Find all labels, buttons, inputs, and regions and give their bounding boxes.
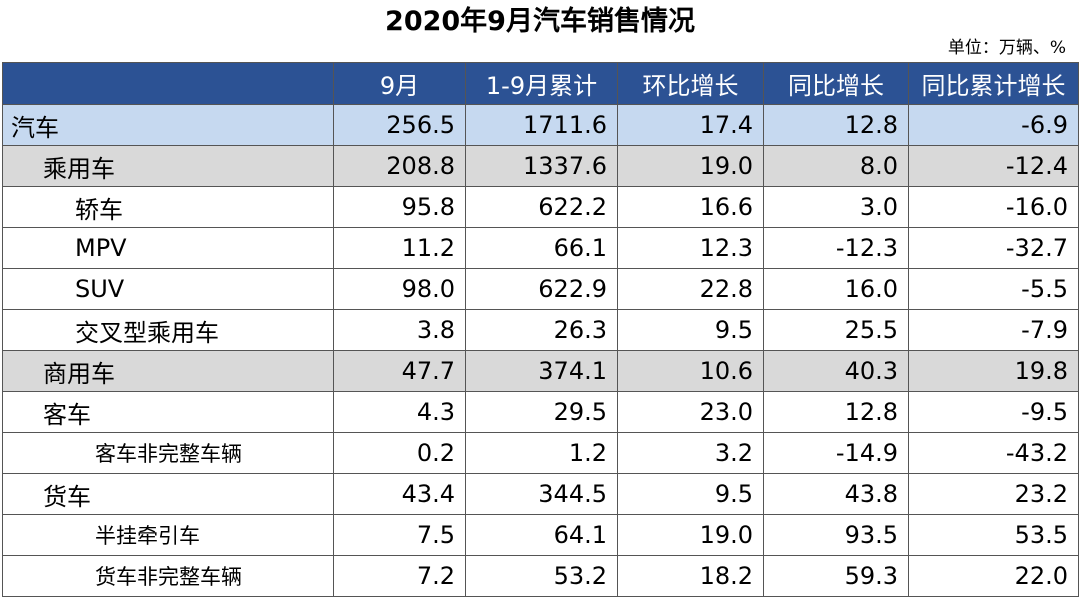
cumulative-value: 622.9 bbox=[465, 268, 618, 310]
yoy-growth-value: 12.8 bbox=[763, 104, 909, 146]
yoy-cumulative-growth-value: -5.5 bbox=[908, 268, 1079, 310]
cumulative-value: 344.5 bbox=[465, 473, 618, 515]
september-value: 43.4 bbox=[333, 473, 466, 515]
september-value: 0.2 bbox=[333, 432, 466, 474]
cumulative-value: 622.2 bbox=[465, 186, 618, 228]
table-row: 乘用车 208.8 1337.6 19.0 8.0 -12.4 bbox=[2, 145, 1079, 187]
september-value: 256.5 bbox=[333, 104, 466, 146]
yoy-cumulative-growth-value: 53.5 bbox=[908, 514, 1079, 556]
mom-growth-value: 17.4 bbox=[617, 104, 764, 146]
cumulative-value: 29.5 bbox=[465, 391, 618, 433]
table-row: 商用车 47.7 374.1 10.6 40.3 19.8 bbox=[2, 350, 1079, 392]
september-value: 4.3 bbox=[333, 391, 466, 433]
yoy-growth-value: 16.0 bbox=[763, 268, 909, 310]
row-category-label: 乘用车 bbox=[2, 145, 334, 187]
column-header-mom-growth: 环比增长 bbox=[617, 62, 764, 105]
row-category-label: 商用车 bbox=[2, 350, 334, 392]
september-value: 7.5 bbox=[333, 514, 466, 556]
mom-growth-value: 9.5 bbox=[617, 309, 764, 351]
table-row: 客车非完整车辆 0.2 1.2 3.2 -14.9 -43.2 bbox=[2, 432, 1079, 474]
yoy-growth-value: 59.3 bbox=[763, 555, 909, 597]
table-row: 轿车 95.8 622.2 16.6 3.0 -16.0 bbox=[2, 186, 1079, 228]
yoy-cumulative-growth-value: -7.9 bbox=[908, 309, 1079, 351]
row-category-label: 轿车 bbox=[2, 186, 334, 228]
yoy-growth-value: -12.3 bbox=[763, 227, 909, 269]
yoy-cumulative-growth-value: -43.2 bbox=[908, 432, 1079, 474]
row-category-label: MPV bbox=[2, 227, 334, 269]
row-category-label: SUV bbox=[2, 268, 334, 310]
cumulative-value: 1711.6 bbox=[465, 104, 618, 146]
table-row: 交叉型乘用车 3.8 26.3 9.5 25.5 -7.9 bbox=[2, 309, 1079, 351]
cumulative-value: 53.2 bbox=[465, 555, 618, 597]
yoy-growth-value: 40.3 bbox=[763, 350, 909, 392]
september-value: 3.8 bbox=[333, 309, 466, 351]
page-title: 2020年9月汽车销售情况 bbox=[385, 6, 695, 37]
row-category-label: 汽车 bbox=[2, 104, 334, 146]
yoy-cumulative-growth-value: -32.7 bbox=[908, 227, 1079, 269]
row-category-label: 货车非完整车辆 bbox=[2, 555, 334, 597]
row-category-label: 交叉型乘用车 bbox=[2, 309, 334, 351]
mom-growth-value: 3.2 bbox=[617, 432, 764, 474]
yoy-growth-value: 43.8 bbox=[763, 473, 909, 515]
yoy-cumulative-growth-value: 22.0 bbox=[908, 555, 1079, 597]
mom-growth-value: 19.0 bbox=[617, 514, 764, 556]
sales-table: 9月 1-9月累计 环比增长 同比增长 同比累计增长 汽车 256.5 1711.6… bbox=[2, 62, 1079, 597]
cumulative-value: 1337.6 bbox=[465, 145, 618, 187]
column-header-category bbox=[2, 62, 334, 105]
mom-growth-value: 18.2 bbox=[617, 555, 764, 597]
table-row: MPV 11.2 66.1 12.3 -12.3 -32.7 bbox=[2, 227, 1079, 269]
cumulative-value: 64.1 bbox=[465, 514, 618, 556]
yoy-cumulative-growth-value: -12.4 bbox=[908, 145, 1079, 187]
row-category-label: 货车 bbox=[2, 473, 334, 515]
mom-growth-value: 12.3 bbox=[617, 227, 764, 269]
september-value: 95.8 bbox=[333, 186, 466, 228]
column-header-september: 9月 bbox=[333, 62, 466, 105]
september-value: 98.0 bbox=[333, 268, 466, 310]
column-header-yoy-cumulative-growth: 同比累计增长 bbox=[908, 62, 1079, 105]
september-value: 47.7 bbox=[333, 350, 466, 392]
yoy-cumulative-growth-value: 19.8 bbox=[908, 350, 1079, 392]
mom-growth-value: 22.8 bbox=[617, 268, 764, 310]
yoy-growth-value: 93.5 bbox=[763, 514, 909, 556]
mom-growth-value: 10.6 bbox=[617, 350, 764, 392]
cumulative-value: 66.1 bbox=[465, 227, 618, 269]
row-category-label: 客车 bbox=[2, 391, 334, 433]
yoy-cumulative-growth-value: 23.2 bbox=[908, 473, 1079, 515]
yoy-cumulative-growth-value: -9.5 bbox=[908, 391, 1079, 433]
column-header-yoy-growth: 同比增长 bbox=[763, 62, 909, 105]
yoy-growth-value: 8.0 bbox=[763, 145, 909, 187]
table-body: 汽车 256.5 1711.6 17.4 12.8 -6.9 乘用车 208.8 1337.6 1… bbox=[2, 104, 1079, 597]
cumulative-value: 26.3 bbox=[465, 309, 618, 351]
table-header: 9月 1-9月累计 环比增长 同比增长 同比累计增长 bbox=[2, 62, 1079, 105]
september-value: 11.2 bbox=[333, 227, 466, 269]
table-row: 汽车 256.5 1711.6 17.4 12.8 -6.9 bbox=[2, 104, 1079, 146]
september-value: 208.8 bbox=[333, 145, 466, 187]
table-row: 货车非完整车辆 7.2 53.2 18.2 59.3 22.0 bbox=[2, 555, 1079, 597]
mom-growth-value: 23.0 bbox=[617, 391, 764, 433]
yoy-growth-value: -14.9 bbox=[763, 432, 909, 474]
cumulative-value: 1.2 bbox=[465, 432, 618, 474]
yoy-cumulative-growth-value: -16.0 bbox=[908, 186, 1079, 228]
table-row: 客车 4.3 29.5 23.0 12.8 -9.5 bbox=[2, 391, 1079, 433]
mom-growth-value: 16.6 bbox=[617, 186, 764, 228]
row-category-label: 半挂牵引车 bbox=[2, 514, 334, 556]
row-category-label: 客车非完整车辆 bbox=[2, 432, 334, 474]
column-header-cumulative: 1-9月累计 bbox=[465, 62, 618, 105]
cumulative-value: 374.1 bbox=[465, 350, 618, 392]
header-row: 9月 1-9月累计 环比增长 同比增长 同比累计增长 bbox=[2, 62, 1079, 105]
yoy-cumulative-growth-value: -6.9 bbox=[908, 104, 1079, 146]
table-row: 半挂牵引车 7.5 64.1 19.0 93.5 53.5 bbox=[2, 514, 1079, 556]
unit-label: 单位：万辆、% bbox=[947, 38, 1066, 58]
table-row: 货车 43.4 344.5 9.5 43.8 23.2 bbox=[2, 473, 1079, 515]
mom-growth-value: 19.0 bbox=[617, 145, 764, 187]
table-row: SUV 98.0 622.9 22.8 16.0 -5.5 bbox=[2, 268, 1079, 310]
september-value: 7.2 bbox=[333, 555, 466, 597]
yoy-growth-value: 25.5 bbox=[763, 309, 909, 351]
mom-growth-value: 9.5 bbox=[617, 473, 764, 515]
yoy-growth-value: 3.0 bbox=[763, 186, 909, 228]
yoy-growth-value: 12.8 bbox=[763, 391, 909, 433]
